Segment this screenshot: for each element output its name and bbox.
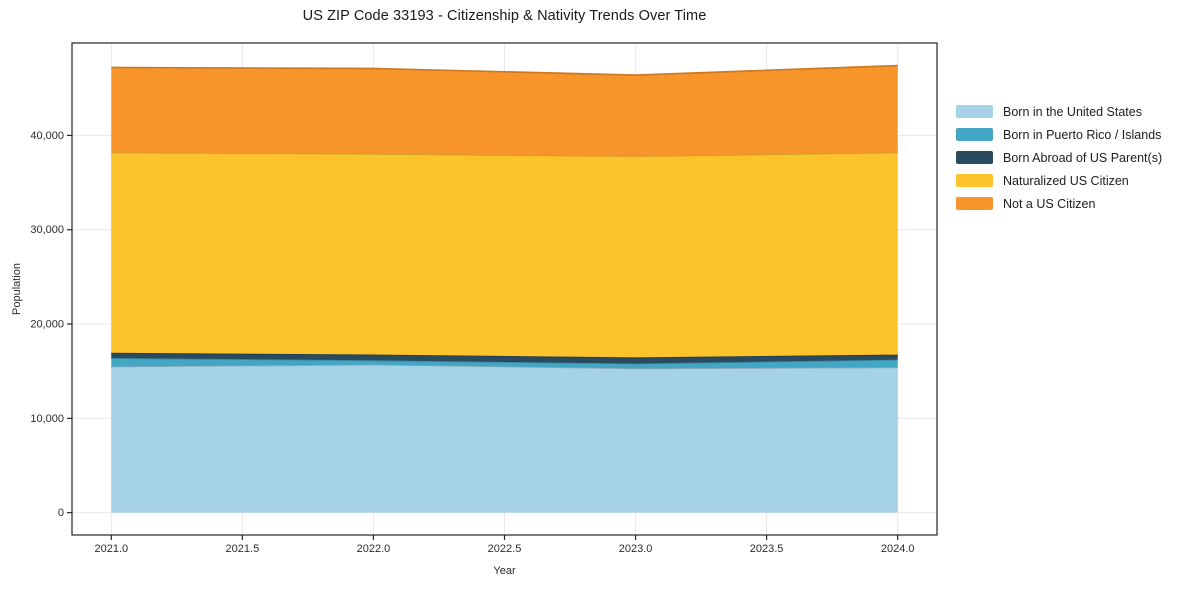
x-tick-label: 2022.5 — [488, 543, 522, 555]
x-tick-label: 2021.5 — [226, 543, 260, 555]
area-series-2 — [111, 352, 898, 364]
legend-label: Born in Puerto Rico / Islands — [1003, 127, 1162, 142]
area-edge-4 — [111, 64, 898, 76]
y-axis-label: Population — [11, 263, 23, 315]
y-tick-label: 0 — [58, 507, 64, 519]
legend-item: Born Abroad of US Parent(s) — [956, 146, 1162, 169]
legend-swatch-icon — [956, 197, 993, 210]
x-axis-label: Year — [493, 565, 516, 577]
legend-swatch-icon — [956, 105, 993, 118]
legend: Born in the United States Born in Puerto … — [956, 100, 1162, 215]
legend-label: Born Abroad of US Parent(s) — [1003, 150, 1163, 165]
x-tick-label: 2023.5 — [750, 543, 784, 555]
legend-swatch-icon — [956, 151, 993, 164]
legend-item: Born in the United States — [956, 100, 1162, 123]
legend-item: Not a US Citizen — [956, 192, 1162, 215]
legend-label: Born in the United States — [1003, 104, 1142, 119]
area-series-4 — [111, 65, 898, 157]
area-series-3 — [111, 152, 898, 358]
y-tick-label: 30,000 — [30, 224, 64, 236]
area-series-0 — [111, 364, 898, 513]
plot-area: 0 10,000 20,000 30,000 40,000 2021.0 2021.5 202… — [30, 42, 938, 555]
area-series-1 — [111, 358, 898, 369]
x-tick-label: 2023.0 — [619, 543, 653, 555]
legend-label: Naturalized US Citizen — [1003, 173, 1129, 188]
y-tick-label: 10,000 — [30, 413, 64, 425]
x-tick-label: 2024.0 — [881, 543, 915, 555]
legend-swatch-icon — [956, 128, 993, 141]
legend-swatch-icon — [956, 174, 993, 187]
y-tick-label: 40,000 — [30, 130, 64, 142]
chart-title: US ZIP Code 33193 - Citizenship & Nativi… — [302, 8, 707, 24]
x-tick-label: 2021.0 — [94, 543, 128, 555]
y-tick-label: 20,000 — [30, 319, 64, 331]
legend-item: Born in Puerto Rico / Islands — [956, 123, 1162, 146]
legend-item: Naturalized US Citizen — [956, 169, 1162, 192]
x-tick-label: 2022.0 — [357, 543, 391, 555]
legend-label: Not a US Citizen — [1003, 196, 1096, 211]
